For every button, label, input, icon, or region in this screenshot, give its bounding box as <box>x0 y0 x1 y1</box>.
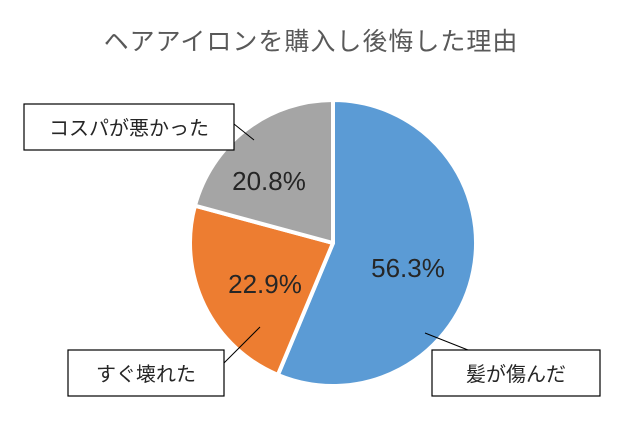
callout-box-1 <box>67 349 225 397</box>
pie-slice-2 <box>192 98 335 245</box>
chart-title: ヘアアイロンを購入し後悔した理由 <box>103 27 519 56</box>
slice-value-label-0: 56.3% <box>371 253 445 283</box>
category-label-2: コスパが悪かった <box>49 116 209 140</box>
callout-leader-line-1 <box>223 326 261 364</box>
callout-box-2 <box>23 103 235 151</box>
pie-slice-0 <box>275 98 478 388</box>
callout-box-0 <box>431 349 601 397</box>
callout-leader-line-0 <box>424 332 469 351</box>
category-label-0: 髪が傷んだ <box>466 362 566 386</box>
callout-leader-line-2 <box>233 123 255 141</box>
pie-slice-1 <box>188 203 335 377</box>
slice-value-label-2: 20.8% <box>232 166 306 196</box>
slice-value-label-1: 22.9% <box>228 269 302 299</box>
category-label-1: すぐ壊れた <box>96 362 196 386</box>
